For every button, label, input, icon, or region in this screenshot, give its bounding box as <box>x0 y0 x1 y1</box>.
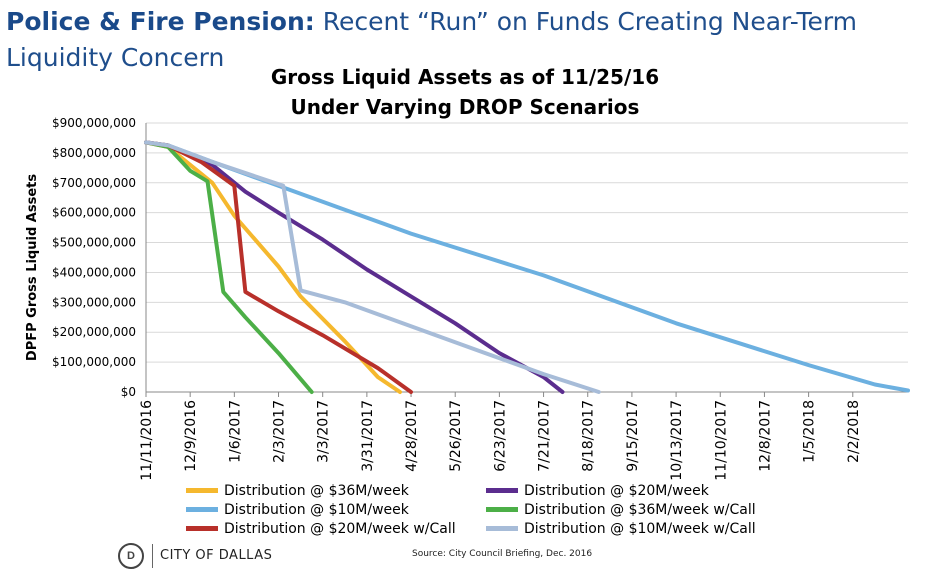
series-line-4 <box>144 140 314 394</box>
footer-divider <box>152 544 153 568</box>
legend-label: Distribution @ $20M/week <box>524 483 709 499</box>
legend-label: Distribution @ $36M/week w/Call <box>524 502 756 518</box>
y-tick-label: $700,000,000 <box>52 176 136 190</box>
x-tick-label: 5/26/2017 <box>448 400 464 472</box>
y-tick-label: $100,000,000 <box>52 355 136 369</box>
x-tick-label: 1/6/2017 <box>227 400 243 463</box>
x-tick-label: 12/9/2016 <box>183 400 199 472</box>
city-logo-icon: D <box>118 543 144 569</box>
legend-label: Distribution @ $10M/week w/Call <box>524 521 756 537</box>
x-tick-label: 4/28/2017 <box>404 400 420 472</box>
y-axis-label: DPFP Gross Liquid Assets <box>25 174 40 361</box>
chart-title: Gross Liquid Assets as of 11/25/16 <box>270 65 660 89</box>
x-tick-label: 8/18/2017 <box>581 400 597 472</box>
y-tick-label: $300,000,000 <box>52 295 136 309</box>
y-tick-label: $400,000,000 <box>52 265 136 279</box>
x-tick-label: 11/11/2016 <box>139 400 155 481</box>
x-tick-label: 10/13/2017 <box>669 400 685 481</box>
legend-item: Distribution @ $20M/week w/Call <box>186 520 456 538</box>
slide-title-rest: Recent “Run” on Funds Creating Near-Term… <box>6 7 858 72</box>
y-tick-label: $800,000,000 <box>52 146 136 160</box>
x-tick-label: 7/21/2017 <box>537 400 553 472</box>
legend-swatch <box>486 525 518 531</box>
x-tick-label: 12/8/2017 <box>757 400 773 472</box>
x-tick-label: 3/3/2017 <box>316 400 332 463</box>
series-line-1 <box>144 140 402 394</box>
x-tick-label: 3/31/2017 <box>360 400 376 472</box>
x-tick-label: 11/10/2017 <box>713 400 729 481</box>
y-tick-label: $200,000,000 <box>52 325 136 339</box>
legend-item: Distribution @ $20M/week <box>486 482 709 500</box>
x-tick-label: 2/3/2017 <box>272 400 288 463</box>
legend-item: Distribution @ $10M/week <box>186 501 409 519</box>
y-tick-label: $0 <box>121 385 136 399</box>
y-tick-label: $900,000,000 <box>52 116 136 130</box>
footer-source: Source: City Council Briefing, Dec. 2016 <box>412 549 593 559</box>
y-tick-label: $600,000,000 <box>52 206 136 220</box>
x-tick-label: 6/23/2017 <box>492 400 508 472</box>
legend-item: Distribution @ $36M/week <box>186 482 409 500</box>
chart-title-block: Gross Liquid Assets as of 11/25/16 Under… <box>240 62 690 122</box>
chart-subtitle: Under Varying DROP Scenarios <box>290 95 640 119</box>
slide-title: Police & Fire Pension: Recent “Run” on F… <box>6 4 941 76</box>
legend-swatch <box>186 525 218 531</box>
legend-label: Distribution @ $10M/week <box>224 502 409 518</box>
x-tick-label: 2/2/2018 <box>846 400 862 463</box>
slide-title-bold: Police & Fire Pension: <box>6 7 315 36</box>
legend-item: Distribution @ $36M/week w/Call <box>486 501 756 519</box>
series-line-6 <box>144 140 601 394</box>
legend-label: Distribution @ $20M/week w/Call <box>224 521 456 537</box>
x-tick-label: 9/15/2017 <box>625 400 641 472</box>
legend-label: Distribution @ $36M/week <box>224 483 409 499</box>
y-tick-label: $500,000,000 <box>52 236 136 250</box>
legend-swatch <box>486 506 518 512</box>
footer-org-name: CITY OF DALLAS <box>160 548 273 563</box>
legend-item: Distribution @ $10M/week w/Call <box>486 520 756 538</box>
legend-swatch <box>486 487 518 493</box>
x-tick-label: 1/5/2018 <box>802 400 818 463</box>
legend-swatch <box>186 506 218 512</box>
legend-swatch <box>186 487 218 493</box>
series-line-2 <box>144 140 565 394</box>
